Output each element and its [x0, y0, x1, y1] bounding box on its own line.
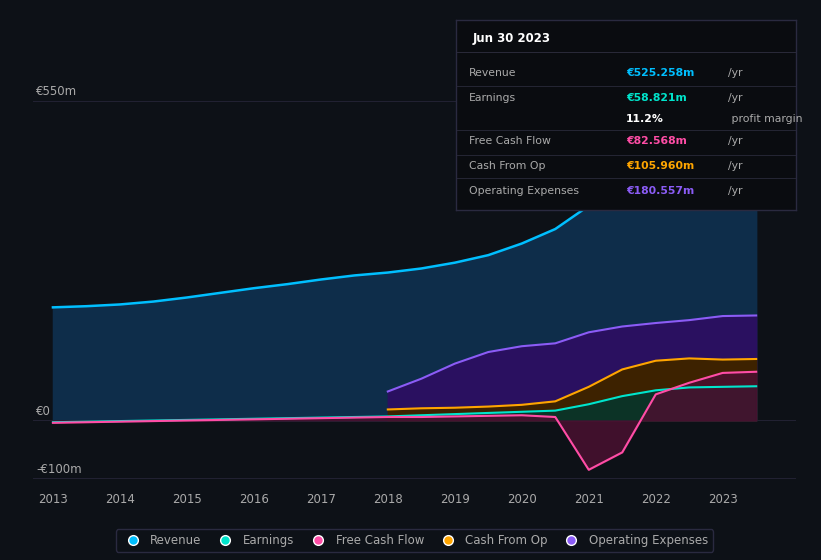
Text: /yr: /yr: [728, 161, 743, 171]
Text: /yr: /yr: [728, 137, 743, 147]
Text: profit margin: profit margin: [728, 114, 803, 124]
Text: €82.568m: €82.568m: [626, 137, 687, 147]
Text: 11.2%: 11.2%: [626, 114, 664, 124]
Text: €550m: €550m: [36, 85, 77, 98]
Text: /yr: /yr: [728, 92, 743, 102]
Text: Earnings: Earnings: [470, 92, 516, 102]
Text: Revenue: Revenue: [470, 68, 516, 78]
Legend: Revenue, Earnings, Free Cash Flow, Cash From Op, Operating Expenses: Revenue, Earnings, Free Cash Flow, Cash …: [116, 529, 713, 552]
Text: €0: €0: [36, 405, 51, 418]
Text: Cash From Op: Cash From Op: [470, 161, 546, 171]
Text: €525.258m: €525.258m: [626, 68, 695, 78]
Text: /yr: /yr: [728, 68, 743, 78]
Text: Jun 30 2023: Jun 30 2023: [473, 32, 551, 45]
Text: €180.557m: €180.557m: [626, 186, 695, 196]
Text: Operating Expenses: Operating Expenses: [470, 186, 580, 196]
Text: /yr: /yr: [728, 186, 743, 196]
Text: -€100m: -€100m: [36, 463, 82, 476]
Text: €58.821m: €58.821m: [626, 92, 686, 102]
Text: €105.960m: €105.960m: [626, 161, 695, 171]
Text: Free Cash Flow: Free Cash Flow: [470, 137, 551, 147]
